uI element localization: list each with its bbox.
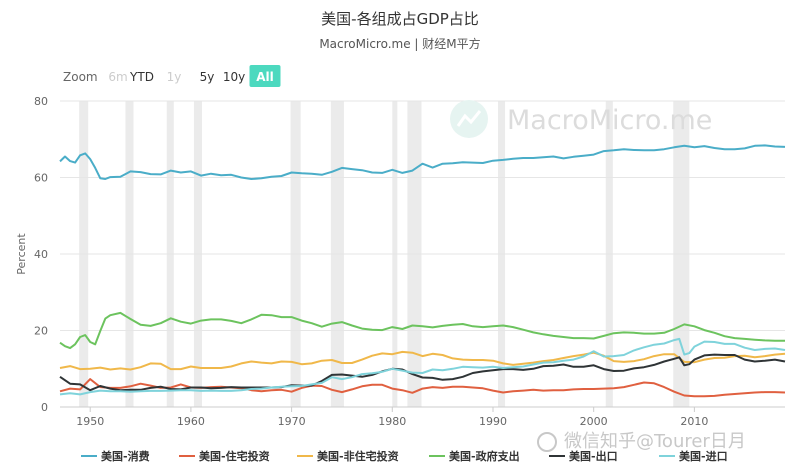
- wechat-watermark-text: 微信知乎@Tourer日月: [564, 431, 746, 452]
- zoom-button-5y[interactable]: 5y: [200, 70, 215, 84]
- zoom-button-all[interactable]: All: [249, 65, 281, 87]
- zoom-button-label: YTD: [129, 70, 154, 84]
- x-tick-label: 2000: [580, 415, 608, 428]
- zoom-button-active-bg: [249, 65, 281, 87]
- x-tick-label: 2010: [680, 415, 708, 428]
- legend: 美国-消费 美国-住宅投资 美国-非住宅投资 美国-政府支出 美国-出口 美国-进口: [81, 449, 728, 463]
- zoom-button-ytd[interactable]: YTD: [129, 70, 154, 84]
- series-line-1: [59, 378, 786, 398]
- zoom-button-1y: 1y: [167, 70, 182, 84]
- x-tick-label: 1960: [177, 415, 205, 428]
- series-line-2: [59, 350, 786, 371]
- chart-title: 美国-各组成占GDP占比: [321, 10, 479, 28]
- zoom-button-label: 6m: [108, 70, 127, 84]
- y-tick-label: 40: [34, 248, 48, 261]
- y-tick-label: 60: [34, 172, 48, 185]
- wechat-icon: [537, 432, 557, 452]
- zoom-button-label: 1y: [167, 70, 182, 84]
- zoom-button-10y[interactable]: 10y: [223, 70, 245, 84]
- zoom-button-label: All: [256, 70, 274, 84]
- wechat-watermark: 微信知乎@Tourer日月: [537, 431, 746, 452]
- y-tick-label: 20: [34, 325, 48, 338]
- zoom-buttons: 6m YTD 1y 5y 10y All: [108, 65, 281, 87]
- x-tick-label: 1980: [378, 415, 406, 428]
- zoom-button-label: 10y: [223, 70, 245, 84]
- legend-item-4[interactable]: 美国-出口: [569, 449, 618, 463]
- legend-item-2[interactable]: 美国-非住宅投资: [317, 449, 399, 463]
- y-axis-label: Percent: [15, 233, 28, 275]
- series-line-3: [59, 311, 785, 350]
- zoom-button-label: 5y: [200, 70, 215, 84]
- x-tick-label: 1950: [76, 415, 104, 428]
- series-line-0: [59, 144, 786, 180]
- y-tick-label: 0: [41, 401, 48, 414]
- zoom-label: Zoom: [63, 70, 98, 84]
- y-axis-ticks: 0 20 40 60 80: [34, 95, 48, 414]
- watermark-logo-line-icon: [456, 110, 482, 127]
- macromicro-watermark: MacroMicro.me: [450, 100, 712, 138]
- series-line-5: [59, 337, 786, 396]
- watermark-text: MacroMicro.me: [507, 105, 712, 136]
- legend-item-1[interactable]: 美国-住宅投资: [199, 449, 270, 463]
- series-line-4: [59, 353, 786, 392]
- legend-item-5[interactable]: 美国-进口: [679, 449, 728, 463]
- legend-item-0[interactable]: 美国-消费: [101, 449, 150, 463]
- x-axis-ticks: 1950 1960 1970 1980 1990 2000 2010: [76, 407, 708, 428]
- chart-subtitle: MacroMicro.me | 财经M平方: [319, 36, 480, 51]
- x-tick-label: 1990: [479, 415, 507, 428]
- y-tick-label: 80: [34, 95, 48, 108]
- legend-item-3[interactable]: 美国-政府支出: [449, 449, 520, 463]
- x-tick-label: 1970: [278, 415, 306, 428]
- zoom-button-6m: 6m: [108, 70, 127, 84]
- series-lines: [59, 144, 786, 398]
